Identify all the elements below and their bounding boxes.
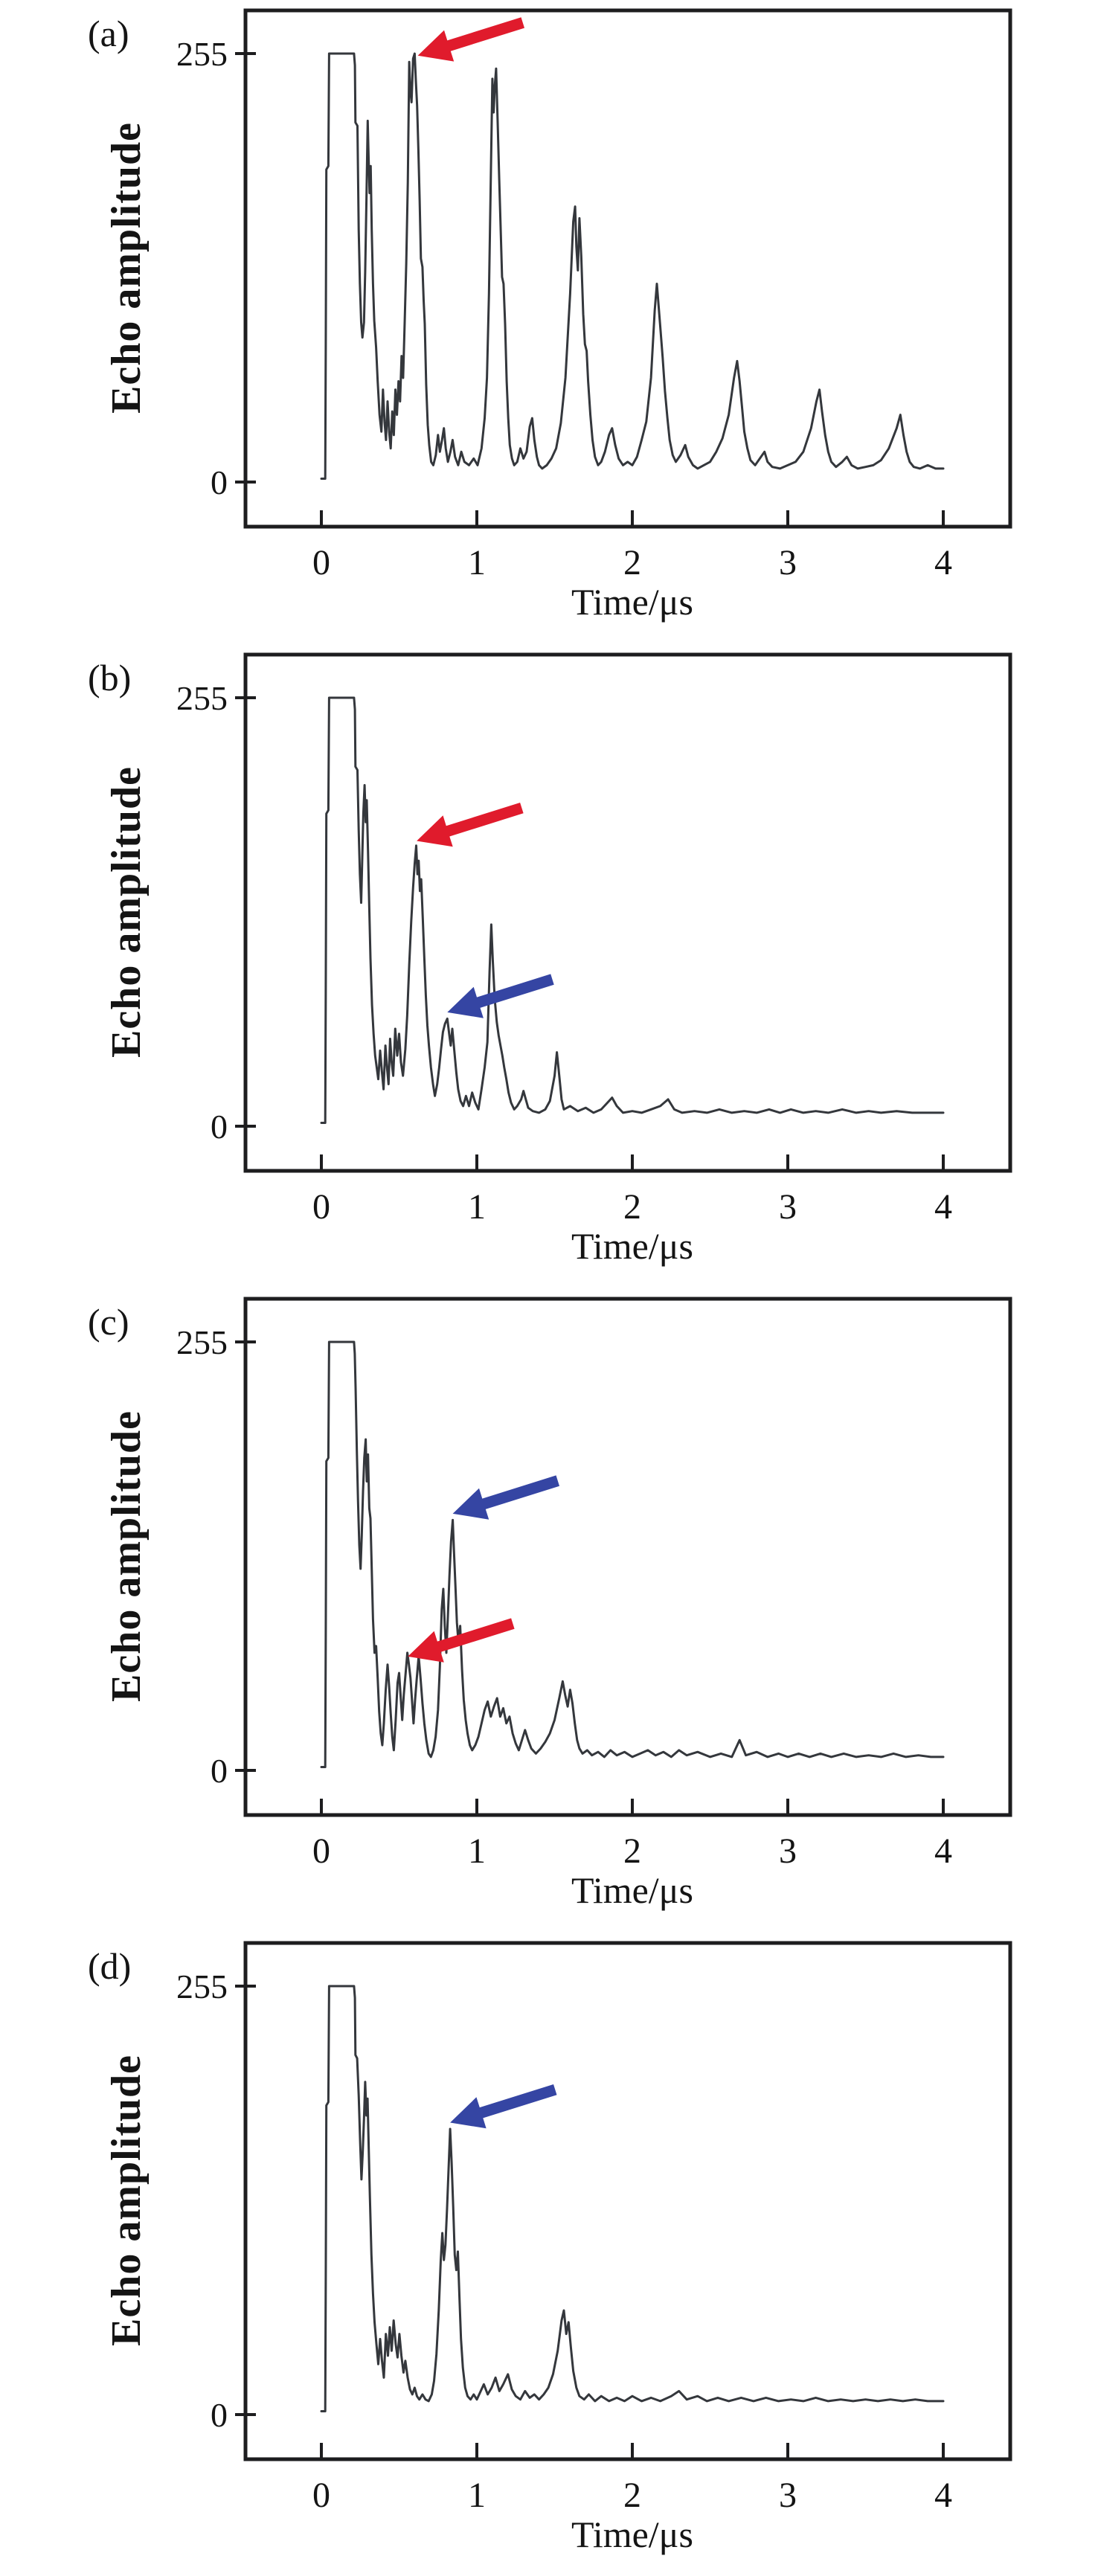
x-axis-title: Time/μs xyxy=(571,1869,693,1911)
x-tick-label-0: 0 xyxy=(312,1831,330,1871)
x-tick-label-1: 1 xyxy=(468,543,486,582)
x-tick-label-2: 2 xyxy=(623,2476,641,2515)
x-tick-label-0: 0 xyxy=(312,543,330,582)
panel-a: (a) 255 0 Echo amplitude 0 1 2 3 4 Time/… xyxy=(0,0,1098,644)
x-tick-label-1: 1 xyxy=(468,1831,486,1871)
x-tick-label-3: 3 xyxy=(779,543,797,582)
y-tick-label-min: 0 xyxy=(211,1752,228,1790)
x-axis: 0 1 2 3 4 Time/μs xyxy=(312,1154,952,1267)
x-axis-title: Time/μs xyxy=(571,581,693,623)
blue-arrow xyxy=(447,974,554,1018)
red-arrow xyxy=(417,803,524,847)
x-tick-label-1: 1 xyxy=(468,1187,486,1227)
x-tick-label-4: 4 xyxy=(934,1187,952,1227)
y-tick-label-max: 255 xyxy=(176,1968,228,2005)
echo-trace xyxy=(320,52,945,480)
panel-tag: (b) xyxy=(88,657,131,698)
y-axis: 255 0 Echo amplitude xyxy=(103,1323,256,1790)
x-tick-label-0: 0 xyxy=(312,1187,330,1227)
y-axis-title: Echo amplitude xyxy=(103,766,150,1058)
panel-tag: (a) xyxy=(88,13,129,54)
x-tick-label-3: 3 xyxy=(779,2476,797,2515)
plot-frame xyxy=(243,1941,1012,2461)
plot-frame xyxy=(243,1297,1012,1817)
x-axis-title: Time/μs xyxy=(571,2514,693,2555)
panel-d: (d) 255 0 Echo amplitude 0 1 2 3 4 Time/… xyxy=(0,1933,1098,2576)
y-axis-title: Echo amplitude xyxy=(103,2055,150,2346)
x-axis: 0 1 2 3 4 Time/μs xyxy=(312,510,952,623)
x-axis: 0 1 2 3 4 Time/μs xyxy=(312,2443,952,2555)
y-axis: 255 0 Echo amplitude xyxy=(103,35,256,501)
x-tick-label-1: 1 xyxy=(468,2476,486,2515)
y-tick-label-max: 255 xyxy=(176,35,228,73)
x-tick-label-4: 4 xyxy=(934,1831,952,1871)
panel-b: (b) 255 0 Echo amplitude 0 1 2 3 4 Time/… xyxy=(0,644,1098,1288)
panel-tag: (c) xyxy=(88,1301,129,1343)
echo-trace xyxy=(320,1340,945,1768)
y-tick-label-max: 255 xyxy=(176,679,228,717)
x-axis: 0 1 2 3 4 Time/μs xyxy=(312,1799,952,1911)
echo-trace xyxy=(320,696,945,1124)
y-axis-title: Echo amplitude xyxy=(103,1410,150,1702)
echo-trace xyxy=(320,1985,945,2412)
x-tick-label-0: 0 xyxy=(312,2476,330,2515)
x-tick-label-4: 4 xyxy=(934,2476,952,2515)
red-arrow xyxy=(408,1618,515,1663)
y-tick-label-min: 0 xyxy=(211,1108,228,1146)
x-tick-label-2: 2 xyxy=(623,1831,641,1871)
panel-c: (c) 255 0 Echo amplitude 0 1 2 3 4 Time/… xyxy=(0,1288,1098,1933)
x-axis-title: Time/μs xyxy=(571,1225,693,1267)
x-tick-label-2: 2 xyxy=(623,1187,641,1227)
x-tick-label-3: 3 xyxy=(779,1831,797,1871)
x-tick-label-2: 2 xyxy=(623,543,641,582)
y-tick-label-max: 255 xyxy=(176,1323,228,1361)
waveform-layer xyxy=(320,1985,945,2412)
panel-tag: (d) xyxy=(88,1945,131,1987)
blue-arrow xyxy=(452,1475,559,1520)
waveform-layer xyxy=(320,696,945,1124)
red-arrow xyxy=(417,17,524,62)
x-tick-label-3: 3 xyxy=(779,1187,797,1227)
x-tick-label-4: 4 xyxy=(934,543,952,582)
blue-arrow xyxy=(450,2084,557,2129)
y-tick-label-min: 0 xyxy=(211,2396,228,2434)
plot-frame xyxy=(243,8,1012,529)
waveform-layer xyxy=(320,1340,945,1768)
plot-frame xyxy=(243,652,1012,1173)
y-axis-title: Echo amplitude xyxy=(103,122,150,414)
y-tick-label-min: 0 xyxy=(211,463,228,501)
y-axis: 255 0 Echo amplitude xyxy=(103,1968,256,2434)
waveform-layer xyxy=(320,17,945,480)
y-axis: 255 0 Echo amplitude xyxy=(103,679,256,1146)
